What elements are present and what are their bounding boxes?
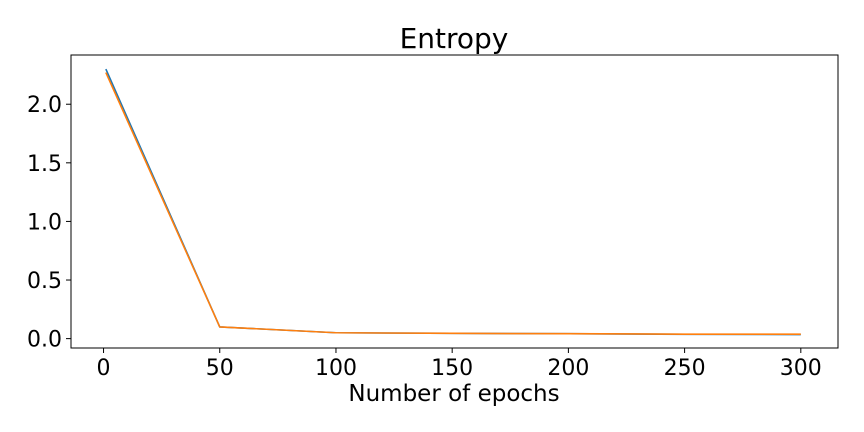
y-tick-label: 0.0 xyxy=(27,328,62,353)
x-tick-label: 200 xyxy=(547,356,589,381)
y-tick-label: 1.0 xyxy=(27,210,62,235)
chart-title: Entropy xyxy=(400,22,509,55)
plot-area: 0 50 100 150 200 250 300 0.0 0.5 1.0 1.5 2.0 xyxy=(27,54,839,381)
x-tick-label: 50 xyxy=(206,356,234,381)
x-axis-label: Number of epochs xyxy=(348,381,559,407)
plot-frame xyxy=(70,54,839,349)
y-tick-label: 1.5 xyxy=(27,152,62,177)
y-tick-label: 0.5 xyxy=(27,269,62,294)
x-tick-label: 150 xyxy=(431,356,473,381)
x-tick-label: 0 xyxy=(97,356,111,381)
x-tick-label: 300 xyxy=(780,356,822,381)
series-line-1 xyxy=(105,68,801,336)
y-tick-label: 2.0 xyxy=(27,93,62,118)
x-tick-label: 250 xyxy=(664,356,706,381)
series-line-2 xyxy=(105,72,801,335)
x-tick-label: 100 xyxy=(315,356,357,381)
